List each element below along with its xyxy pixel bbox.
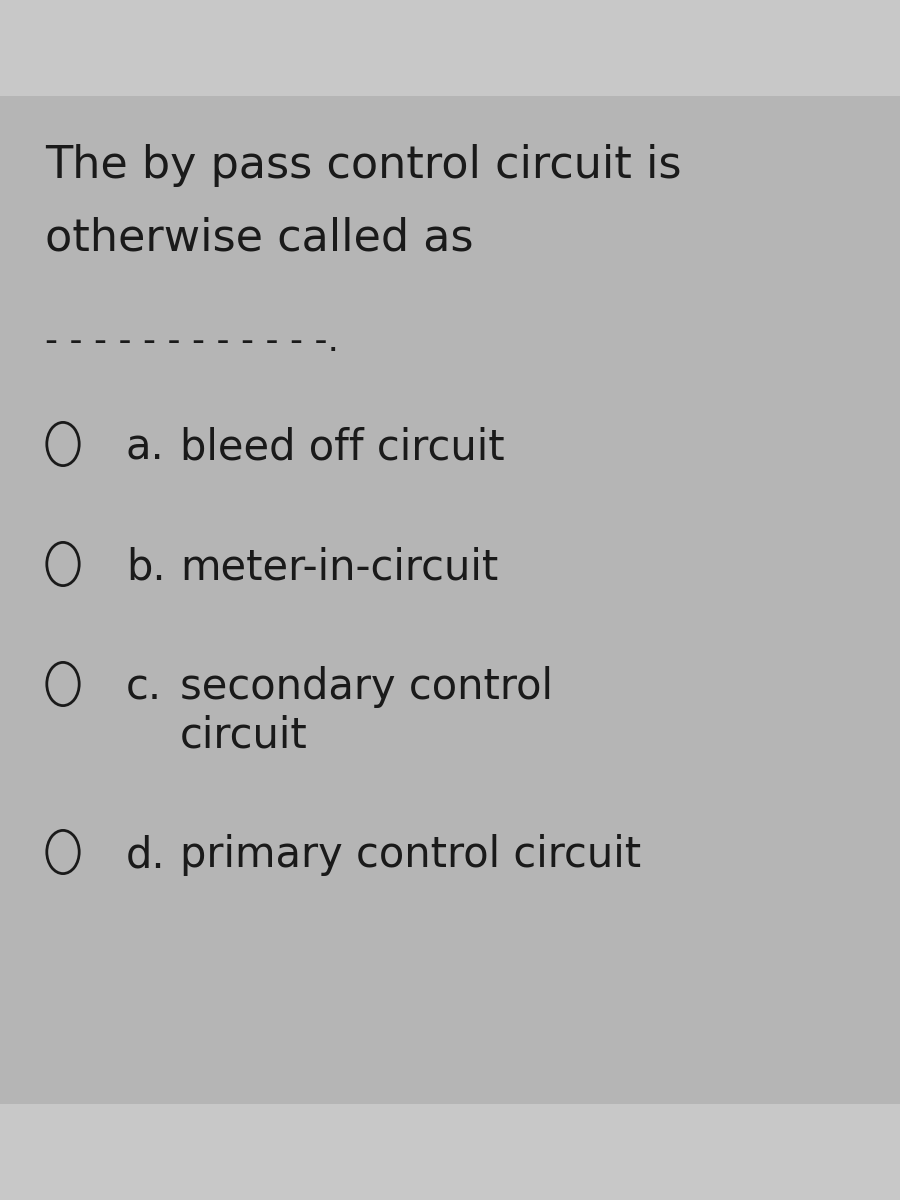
Text: - - - - - - - - - - - -.: - - - - - - - - - - - -. <box>45 324 339 358</box>
FancyBboxPatch shape <box>0 96 900 1104</box>
Text: primary control circuit: primary control circuit <box>180 834 641 876</box>
Text: a.: a. <box>126 426 165 468</box>
Text: d.: d. <box>126 834 166 876</box>
FancyBboxPatch shape <box>0 1104 900 1200</box>
Text: b.: b. <box>126 546 166 588</box>
FancyBboxPatch shape <box>0 0 900 96</box>
Text: bleed off circuit: bleed off circuit <box>180 426 505 468</box>
Text: The by pass control circuit is: The by pass control circuit is <box>45 144 681 187</box>
Text: secondary control
circuit: secondary control circuit <box>180 666 553 757</box>
Text: c.: c. <box>126 666 162 708</box>
Text: otherwise called as: otherwise called as <box>45 216 473 259</box>
Text: meter-in-circuit: meter-in-circuit <box>180 546 499 588</box>
